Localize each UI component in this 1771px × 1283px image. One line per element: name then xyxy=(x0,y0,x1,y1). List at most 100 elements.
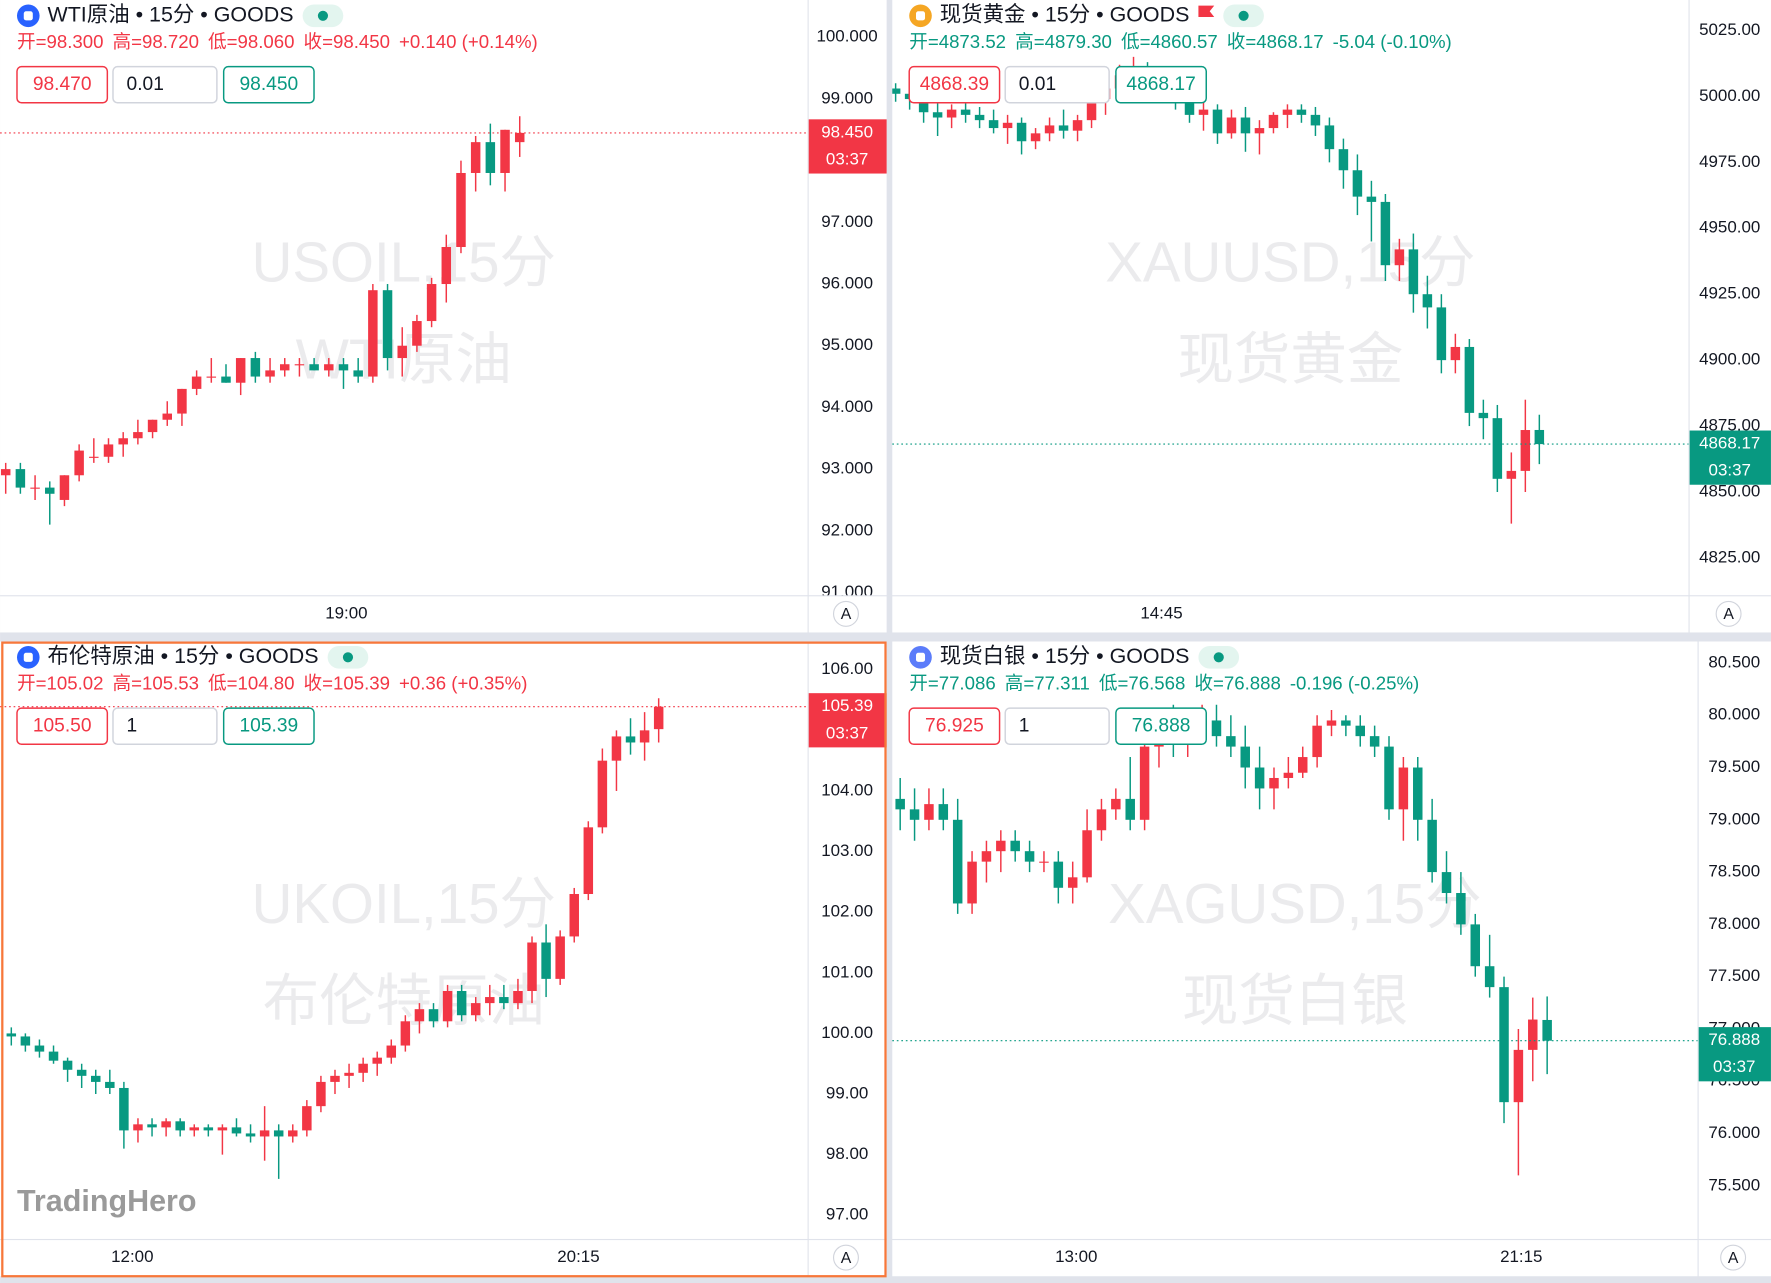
scale-button-label: A xyxy=(1723,606,1734,623)
sell-button[interactable] xyxy=(908,707,1001,746)
scale-button[interactable] xyxy=(832,1244,859,1271)
buy-button[interactable] xyxy=(222,707,315,746)
candle-body xyxy=(338,364,349,371)
candle-body xyxy=(1450,346,1461,361)
watermark: XAUUSD,15分 xyxy=(1105,230,1475,293)
candle-body xyxy=(499,997,509,1004)
candle-body xyxy=(918,99,929,113)
candle-body xyxy=(189,1127,200,1131)
candle-body xyxy=(1369,736,1380,747)
price-axis xyxy=(808,0,887,596)
y-tick-label: 98.00 xyxy=(826,1144,868,1163)
candle-body xyxy=(895,798,905,810)
candle-body xyxy=(147,419,158,433)
ohlc-label: 开=105.02 xyxy=(17,672,103,693)
candle-body xyxy=(76,1069,87,1076)
candle-body xyxy=(191,376,202,389)
ohlc-label: 开=77.086 xyxy=(909,672,995,693)
candle-body xyxy=(235,358,246,383)
candle-body xyxy=(1030,133,1041,142)
candle-body xyxy=(1312,725,1322,758)
candle-body xyxy=(1268,114,1279,129)
candle-body xyxy=(217,1127,228,1131)
candle-body xyxy=(527,942,537,991)
candle-body xyxy=(1254,128,1265,134)
y-tick-label: 94.000 xyxy=(821,397,873,416)
scale-button[interactable] xyxy=(1715,600,1742,627)
candle-body xyxy=(583,827,594,895)
ohlc-label: 收=98.450 xyxy=(304,31,390,52)
candle-body xyxy=(175,1121,185,1131)
candle-body xyxy=(1484,966,1495,988)
candle-body xyxy=(1394,249,1405,266)
candle-body xyxy=(1499,987,1509,1103)
y-tick-label: 100.00 xyxy=(821,1023,873,1042)
time-axis xyxy=(0,596,808,633)
y-tick-label: 99.00 xyxy=(826,1083,868,1102)
candle-body xyxy=(231,1127,242,1134)
candle-body xyxy=(1269,777,1279,789)
candle-body xyxy=(414,1009,425,1022)
buy-button[interactable] xyxy=(1115,65,1207,104)
scale-button[interactable] xyxy=(1720,1244,1747,1271)
candle-body xyxy=(485,997,495,1004)
candle-body xyxy=(1010,840,1020,852)
candle-body xyxy=(45,487,55,494)
candle-body xyxy=(1528,1019,1538,1050)
sell-button[interactable] xyxy=(908,65,1001,104)
last-price-label: 76.888 xyxy=(1708,1030,1760,1049)
candle-body xyxy=(470,142,481,173)
symbol-icon-mark xyxy=(915,652,926,662)
candle-body xyxy=(344,1072,354,1076)
sell-button-label: 4868.39 xyxy=(920,74,989,95)
scale-button[interactable] xyxy=(832,600,859,627)
candle-body xyxy=(162,413,172,420)
candle-body xyxy=(1422,294,1433,308)
change-label: +0.36 (+0.35%) xyxy=(399,672,527,693)
candles xyxy=(6,698,664,1179)
quantity-input[interactable] xyxy=(1004,707,1110,746)
candle-body xyxy=(456,172,466,248)
change-label: -5.04 (-0.10%) xyxy=(1333,31,1452,52)
candle-body xyxy=(1240,746,1250,768)
scale-button-label: A xyxy=(841,606,852,623)
sell-button[interactable] xyxy=(16,707,109,746)
watermark: 现货黄金 xyxy=(1177,328,1403,391)
quantity-input-label: 1 xyxy=(127,715,138,736)
candle-body xyxy=(1464,346,1475,413)
y-tick-label: 78.000 xyxy=(1708,914,1760,933)
buy-button[interactable] xyxy=(1115,707,1207,746)
candle-body xyxy=(611,736,622,761)
candle-body xyxy=(988,120,999,129)
candle-body xyxy=(1413,767,1423,820)
candle-body xyxy=(1086,99,1097,121)
active-border xyxy=(1,641,887,1278)
candle-body xyxy=(0,469,11,476)
candle-body xyxy=(147,1124,157,1128)
candle-body xyxy=(1039,861,1049,863)
candle-body xyxy=(441,247,452,285)
quantity-input[interactable] xyxy=(112,707,218,746)
sell-button[interactable] xyxy=(16,65,109,104)
x-tick-label: 12:00 xyxy=(111,1247,153,1266)
y-tick-label: 103.00 xyxy=(821,841,873,860)
candle-body xyxy=(1212,109,1223,134)
y-tick-label: 99.000 xyxy=(821,88,873,107)
candle-body xyxy=(89,456,99,458)
ohlc-label: 低=76.568 xyxy=(1099,672,1185,693)
candle-body xyxy=(1436,307,1447,361)
candle-body xyxy=(1096,809,1107,831)
candle-body xyxy=(500,129,510,173)
candle-body xyxy=(1283,772,1294,778)
last-price-box xyxy=(808,119,887,174)
candle-body xyxy=(1298,757,1308,773)
candle-body xyxy=(1184,101,1195,115)
y-tick-label: 4900.00 xyxy=(1699,350,1760,369)
candle-body xyxy=(1082,830,1092,878)
buy-button[interactable] xyxy=(222,65,315,104)
candle-body xyxy=(294,364,305,366)
candle-body xyxy=(273,1130,284,1137)
quantity-input[interactable] xyxy=(112,65,218,104)
quantity-input[interactable] xyxy=(1004,65,1110,104)
